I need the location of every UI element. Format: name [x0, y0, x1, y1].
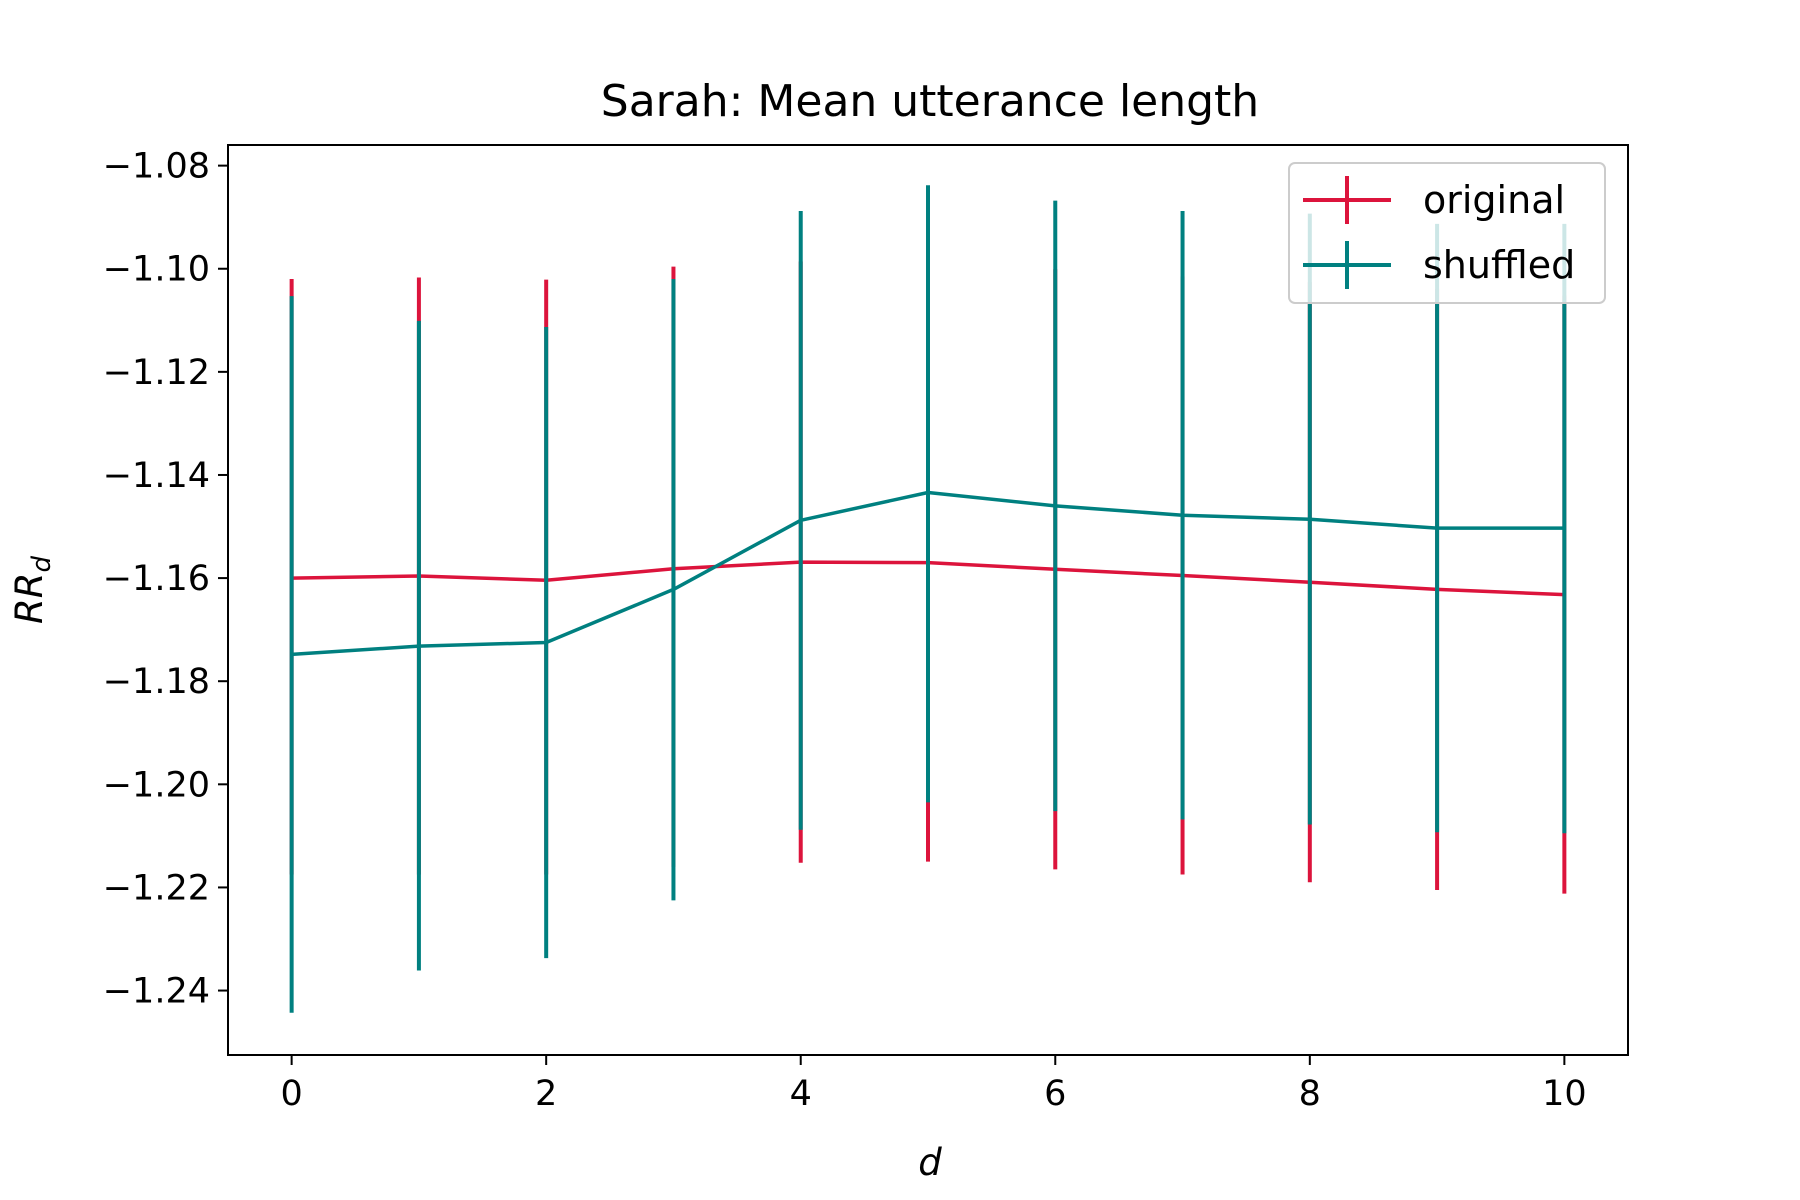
legend-entry-shuffled: shuffled	[1303, 241, 1575, 289]
axes-frame	[227, 144, 1629, 1056]
ticks-layer: 0 2 4 6 8 10 −1.08 −1.10 −1.12 −1.14 −1.16 −1.18 −1.…	[103, 147, 1587, 1114]
y-axis-label-main: RR	[8, 573, 51, 624]
x-tick-label-6: 6	[1044, 1074, 1066, 1114]
chart-title: Sarah: Mean utterance length	[601, 76, 1259, 127]
plot-layer	[289, 185, 1567, 1013]
y-tick-label-6: −1.20	[103, 765, 210, 805]
y-tick-label-8: −1.24	[103, 972, 210, 1012]
x-tick-label-2: 2	[535, 1074, 557, 1114]
y-tick-label-0: −1.08	[103, 147, 210, 187]
y-tick-label-4: −1.16	[103, 559, 210, 599]
x-tick-label-0: 0	[280, 1074, 302, 1114]
y-tick-label-1: −1.10	[103, 250, 210, 290]
y-axis-label-sub: d	[27, 556, 57, 573]
x-axis-label: d	[918, 1141, 942, 1184]
x-tick-label-8: 8	[1299, 1074, 1321, 1114]
x-tick-label-4: 4	[790, 1074, 812, 1114]
y-tick-label-5: −1.18	[103, 662, 210, 702]
y-tick-label-2: −1.12	[103, 353, 210, 393]
legend-label-original: original	[1423, 178, 1565, 222]
y-tick-label-7: −1.22	[103, 868, 210, 908]
legend: original shuffled	[1288, 162, 1606, 304]
y-axis-label: RRd	[8, 556, 57, 624]
legend-entry-original: original	[1303, 176, 1565, 224]
series-shuffled	[289, 185, 1567, 1013]
x-tick-label-10: 10	[1542, 1074, 1587, 1114]
legend-label-shuffled: shuffled	[1423, 243, 1575, 287]
y-tick-label-3: −1.14	[103, 456, 210, 496]
